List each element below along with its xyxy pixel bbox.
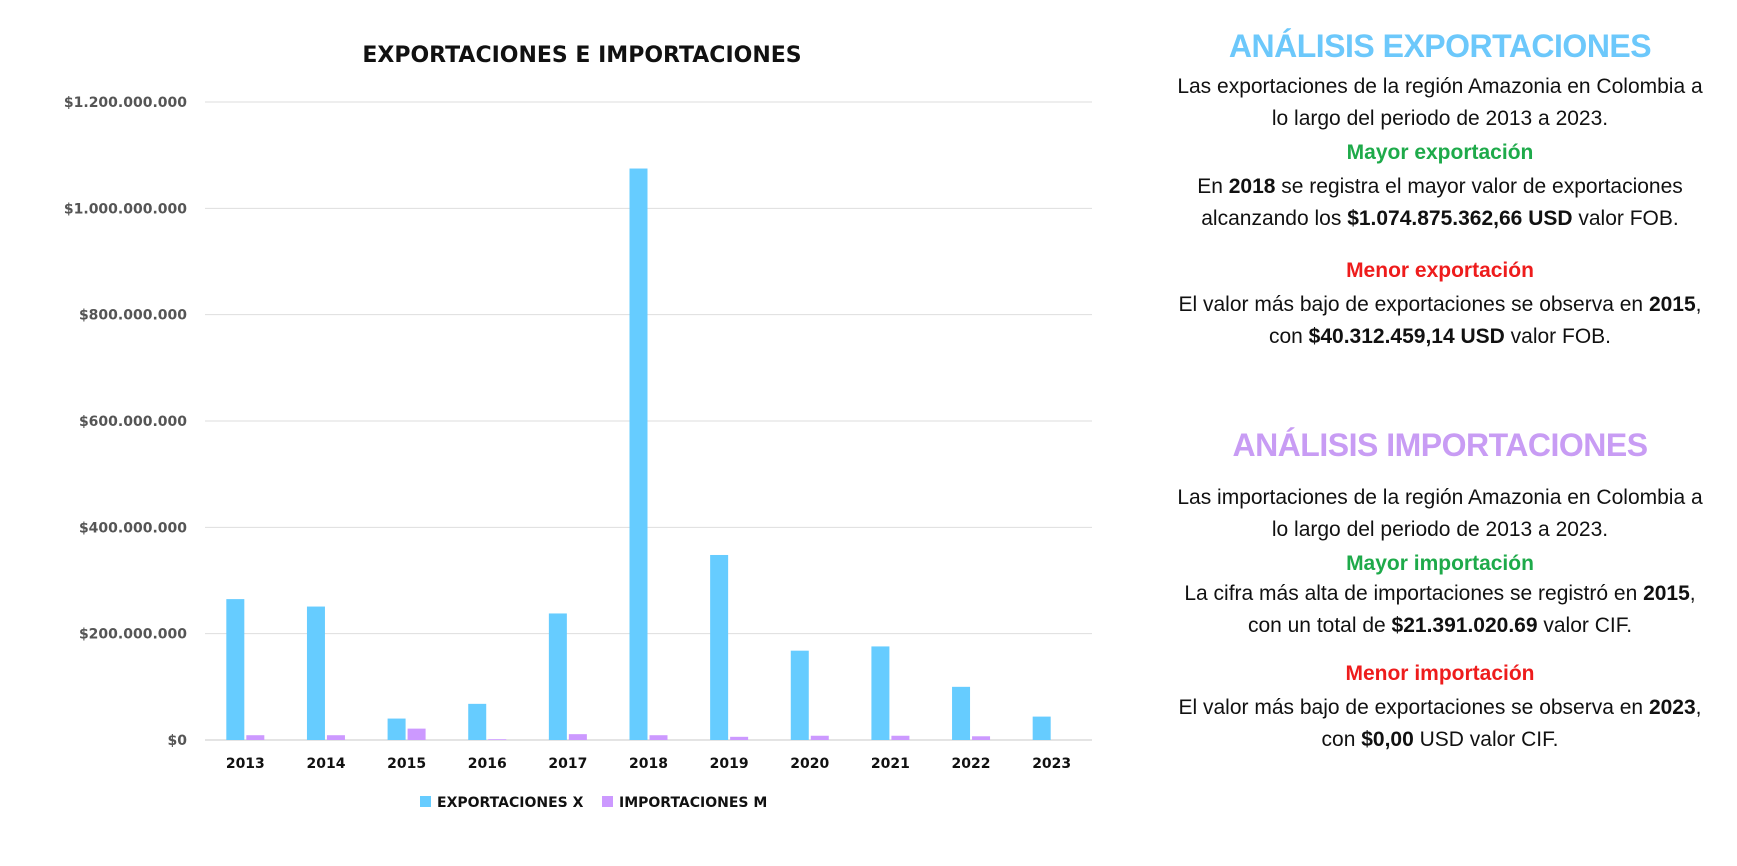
bar-exportaciones: [629, 168, 648, 740]
bar-importaciones: [246, 735, 265, 740]
imports-min-text: El valor más bajo de exportaciones se ob…: [1178, 696, 1702, 751]
imports-max-heading: Mayor importación: [1346, 552, 1534, 575]
x-tick-label: 2013: [226, 756, 265, 772]
bar-exportaciones: [468, 703, 487, 740]
y-tick-label: $400.000.000: [79, 520, 187, 536]
x-tick-label: 2019: [710, 756, 749, 772]
x-tick-label: 2020: [790, 756, 829, 772]
bar-exportaciones: [790, 650, 809, 740]
bar-exportaciones: [387, 718, 406, 740]
bar-chart: EXPORTACIONES E IMPORTACIONES $0 $200.000…: [64, 43, 1092, 811]
grid: [205, 101, 1092, 741]
legend-swatch: [420, 796, 431, 807]
bar-importaciones: [326, 735, 345, 740]
bar-importaciones: [649, 735, 668, 740]
exports-min-text: El valor más bajo de exportaciones se ob…: [1178, 293, 1702, 348]
chart-title: EXPORTACIONES E IMPORTACIONES: [362, 43, 801, 68]
bar-exportaciones: [226, 599, 245, 740]
x-tick-label: 2023: [1032, 756, 1071, 772]
bar-importaciones: [730, 736, 749, 740]
x-tick-label: 2018: [629, 756, 668, 772]
y-tick-label: $1.000.000.000: [64, 201, 187, 217]
exports-intro: Las exportaciones de la región Amazonia …: [1177, 75, 1703, 130]
y-tick-label: $1.200.000.000: [64, 95, 187, 111]
exports-analysis-title: ANÁLISIS EXPORTACIONES: [1228, 28, 1652, 64]
imports-intro: Las importaciones de la región Amazonia …: [1177, 486, 1703, 541]
exports-max-heading: Mayor exportación: [1346, 141, 1534, 164]
x-tick-label: 2016: [468, 756, 507, 772]
bars: [226, 168, 1051, 740]
bar-exportaciones: [1032, 716, 1051, 740]
bar-exportaciones: [548, 613, 567, 740]
x-tick-label: 2017: [548, 756, 587, 772]
y-axis-ticks: $0 $200.000.000 $400.000.000 $600.000.000 $8…: [64, 95, 187, 749]
bar-importaciones: [972, 736, 991, 740]
legend-swatch: [602, 796, 613, 807]
y-tick-label: $200.000.000: [79, 627, 187, 643]
bar-importaciones: [488, 739, 507, 740]
exports-max-text: En 2018 se registra el mayor valor de ex…: [1197, 175, 1683, 230]
x-tick-label: 2014: [306, 756, 345, 772]
x-axis-ticks: 2013 2014 2015 2016 2017 2018 2019 2020 2021 2022…: [226, 756, 1071, 772]
imports-analysis-title: ANÁLISIS IMPORTACIONES: [1232, 427, 1648, 463]
imports-min-heading: Menor importación: [1345, 662, 1535, 685]
exports-min-heading: Menor exportación: [1346, 259, 1534, 282]
bar-importaciones: [891, 735, 910, 740]
bar-importaciones: [810, 735, 829, 740]
x-tick-label: 2015: [387, 756, 426, 772]
y-tick-label: $0: [168, 733, 188, 749]
legend: EXPORTACIONES X IMPORTACIONES M: [420, 795, 767, 811]
bar-exportaciones: [871, 646, 890, 740]
bar-exportaciones: [952, 686, 971, 740]
legend-label: EXPORTACIONES X: [437, 795, 584, 811]
legend-label: IMPORTACIONES M: [619, 795, 767, 811]
bar-exportaciones: [710, 554, 729, 740]
imports-max-text: La cifra más alta de importaciones se re…: [1184, 582, 1696, 637]
bar-importaciones: [568, 734, 587, 740]
x-tick-label: 2022: [952, 756, 991, 772]
y-tick-label: $800.000.000: [79, 308, 187, 324]
chart-area: EXPORTACIONES E IMPORTACIONES $0 $200.000…: [64, 43, 1092, 811]
x-tick-label: 2021: [871, 756, 910, 772]
analysis-panel: ANÁLISIS EXPORTACIONES Las exportaciones…: [1170, 28, 1710, 756]
bar-exportaciones: [306, 606, 325, 740]
bar-importaciones: [407, 728, 426, 740]
y-tick-label: $600.000.000: [79, 414, 187, 430]
